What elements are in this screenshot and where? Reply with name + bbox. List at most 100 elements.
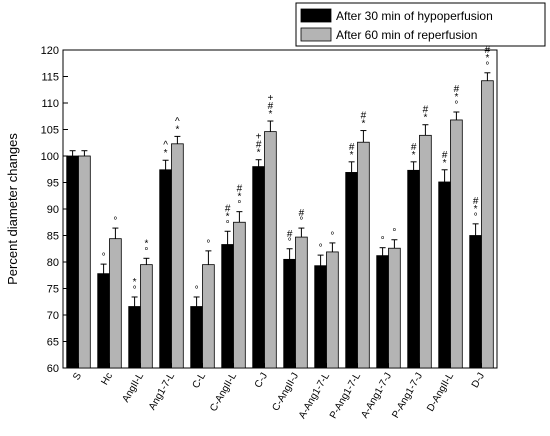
significance-mark: * — [474, 204, 478, 215]
significance-mark: # — [361, 111, 367, 122]
bar — [283, 258, 296, 369]
significance-mark: # — [423, 105, 429, 116]
significance-mark: ° — [206, 239, 210, 250]
y-tick-label: 75 — [47, 284, 59, 296]
legend-label-hypoperfusion: After 30 min of hypoperfusion — [336, 9, 493, 23]
error-bar — [360, 130, 367, 143]
error-bar — [453, 111, 460, 120]
error-bar — [317, 254, 324, 266]
error-bar — [484, 72, 491, 81]
y-tick-label: 65 — [47, 337, 59, 349]
significance-mark: ° — [102, 252, 106, 263]
significance-mark: * — [350, 150, 354, 161]
significance-mark: # — [268, 101, 274, 112]
bar — [66, 155, 79, 369]
significance-mark: ° — [299, 216, 303, 227]
error-bar — [162, 159, 169, 170]
significance-mark: # — [485, 45, 491, 56]
error-bar — [224, 230, 231, 245]
significance-mark: * — [361, 119, 365, 130]
significance-mark: * — [144, 238, 148, 249]
significance-mark: * — [133, 277, 137, 288]
error-bar — [236, 211, 243, 223]
bar — [438, 181, 451, 369]
significance-mark: ° — [454, 100, 458, 111]
error-bar — [143, 257, 150, 265]
significance-mark: * — [485, 53, 489, 64]
error-bar — [174, 135, 181, 144]
significance-mark: ^ — [163, 140, 168, 151]
bar — [202, 264, 215, 369]
y-tick-label: 105 — [41, 125, 59, 137]
legend-swatch-hypoperfusion — [300, 8, 332, 23]
significance-mark: # — [411, 142, 417, 153]
significance-mark: # — [256, 140, 262, 151]
bar — [221, 244, 234, 369]
significance-mark: * — [226, 211, 230, 222]
bar — [407, 169, 420, 369]
y-tick-label: 110 — [41, 98, 59, 110]
significance-mark: * — [423, 113, 427, 124]
significance-mark: * — [454, 92, 458, 103]
error-bar — [112, 227, 119, 239]
significance-mark: ° — [195, 285, 199, 296]
y-tick-label: 120 — [41, 45, 59, 57]
significance-mark: ° — [319, 243, 323, 254]
significance-mark: # — [454, 84, 460, 95]
error-bar — [131, 296, 138, 307]
bar — [190, 306, 203, 369]
error-bar — [193, 296, 200, 307]
bar — [419, 134, 432, 369]
bar — [78, 155, 91, 369]
significance-mark: ° — [330, 231, 334, 242]
bar — [159, 169, 172, 369]
bar — [109, 238, 122, 369]
y-tick-label: 85 — [47, 231, 59, 243]
legend: After 30 min of hypoperfusion After 60 m… — [295, 2, 546, 47]
error-bar — [472, 223, 479, 236]
bar — [97, 273, 110, 369]
y-axis-title: Percent diameter changes — [5, 133, 20, 285]
bar — [357, 141, 370, 369]
bar — [233, 221, 246, 369]
significance-mark: # — [349, 142, 355, 153]
significance-mark: ° — [392, 228, 396, 239]
bar — [295, 236, 308, 369]
error-bar — [298, 227, 305, 238]
bar — [345, 172, 358, 369]
significance-mark: * — [164, 148, 168, 159]
bar — [376, 255, 389, 369]
y-tick-label: 60 — [47, 363, 59, 375]
significance-mark: # — [473, 196, 479, 207]
legend-swatch-reperfusion — [300, 27, 332, 42]
y-tick-label: 90 — [47, 204, 59, 216]
bar — [140, 264, 153, 369]
significance-mark: ° — [144, 246, 148, 257]
significance-mark: * — [257, 148, 261, 159]
significance-mark: # — [299, 208, 305, 219]
error-bar — [81, 150, 88, 156]
significance-mark: * — [443, 158, 447, 169]
bar — [481, 80, 494, 369]
y-tick-label: 80 — [47, 257, 59, 269]
error-bar — [267, 120, 274, 132]
significance-mark: ° — [113, 216, 117, 227]
error-bar — [441, 169, 448, 182]
bar — [326, 251, 339, 369]
error-bar — [329, 242, 336, 252]
error-bar — [379, 247, 386, 256]
error-bar — [255, 159, 262, 167]
legend-label-reperfusion: After 60 min of reperfusion — [336, 28, 477, 42]
bar — [450, 119, 463, 369]
y-tick-label: 100 — [41, 151, 59, 163]
significance-mark: * — [237, 192, 241, 203]
significance-mark: * — [268, 109, 272, 120]
significance-mark: * — [412, 150, 416, 161]
significance-mark: # — [442, 150, 448, 161]
significance-mark: * — [175, 124, 179, 135]
error-bar — [100, 263, 107, 274]
significance-mark: ° — [133, 285, 137, 296]
bar — [128, 306, 141, 369]
